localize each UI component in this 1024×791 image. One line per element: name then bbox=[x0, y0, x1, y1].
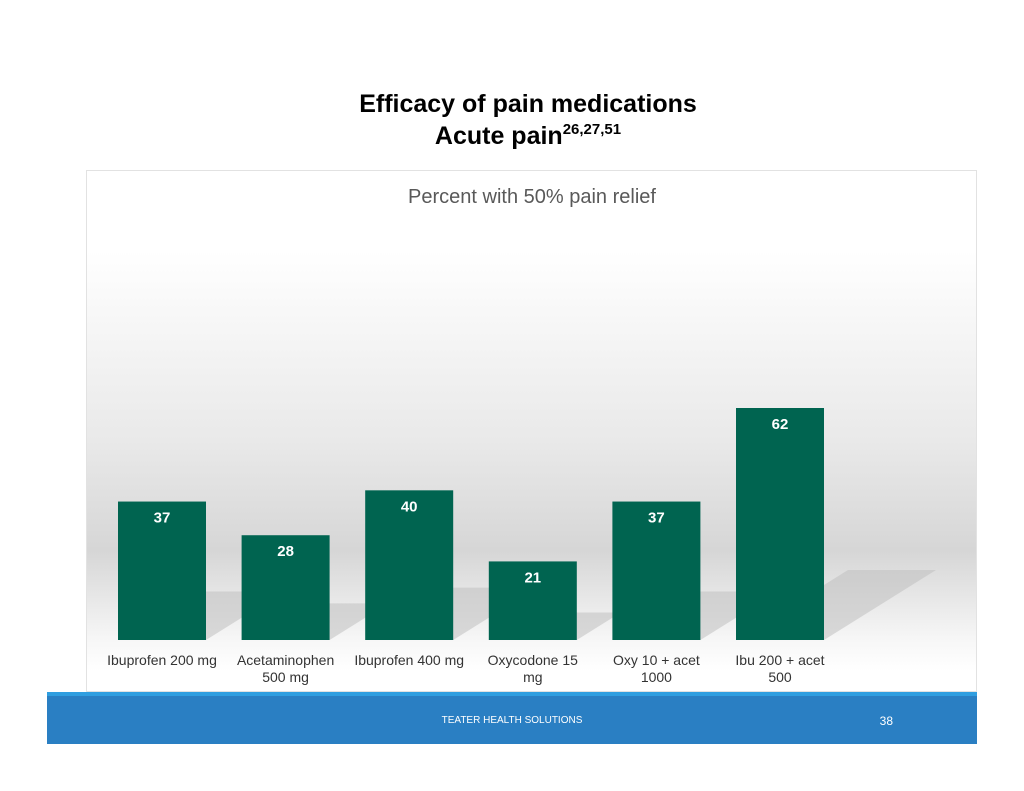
bar-value-label: 28 bbox=[277, 543, 294, 560]
category-label: Acetaminophen bbox=[237, 652, 334, 668]
category-label: 500 bbox=[768, 669, 792, 685]
chart-title: Percent with 50% pain relief bbox=[408, 186, 656, 208]
slide-title-line2-text: Acute pain bbox=[434, 122, 563, 150]
bar-value-label: 62 bbox=[772, 416, 789, 433]
bar bbox=[365, 490, 454, 640]
footer-bar: TEATER HEALTH SOLUTIONS 38 bbox=[47, 692, 977, 744]
bar-value-label: 37 bbox=[154, 510, 171, 527]
bar-value-label: 21 bbox=[524, 569, 541, 586]
page-number: 38 bbox=[879, 714, 893, 728]
bar-chart: Percent with 50% pain relief 37 28 40 21 37 6… bbox=[107, 186, 936, 685]
category-label: Oxy 10 + acet bbox=[613, 652, 700, 668]
category-label: Ibu 200 + acet bbox=[735, 652, 824, 668]
bar bbox=[736, 408, 824, 640]
category-label: 500 mg bbox=[262, 669, 309, 685]
footer-text: TEATER HEALTH SOLUTIONS bbox=[441, 715, 583, 726]
category-label: Ibuprofen 200 mg bbox=[107, 652, 217, 668]
slide-title: Efficacy of pain medications Acute pain2… bbox=[0, 88, 1024, 156]
category-label: mg bbox=[523, 669, 542, 685]
category-label: Oxycodone 15 bbox=[488, 652, 578, 668]
chart-panel: Percent with 50% pain relief 37 28 40 21 37 6… bbox=[86, 170, 977, 692]
slide-title-references: 26,27,51 bbox=[562, 121, 622, 138]
bar-value-label: 37 bbox=[648, 510, 665, 527]
slide-title-line1: Efficacy of pain medications bbox=[359, 90, 697, 118]
bar bbox=[488, 561, 577, 640]
bar bbox=[118, 501, 206, 640]
chart-bars: 37 28 40 21 37 62 bbox=[118, 408, 824, 640]
slide-title-line2: Acute pain26,27,51 bbox=[0, 120, 1024, 156]
category-label: 1000 bbox=[641, 669, 672, 685]
category-label: Ibuprofen 400 mg bbox=[354, 652, 464, 668]
bar-value-label: 40 bbox=[401, 498, 418, 515]
bar bbox=[241, 535, 330, 640]
bar bbox=[612, 501, 701, 640]
